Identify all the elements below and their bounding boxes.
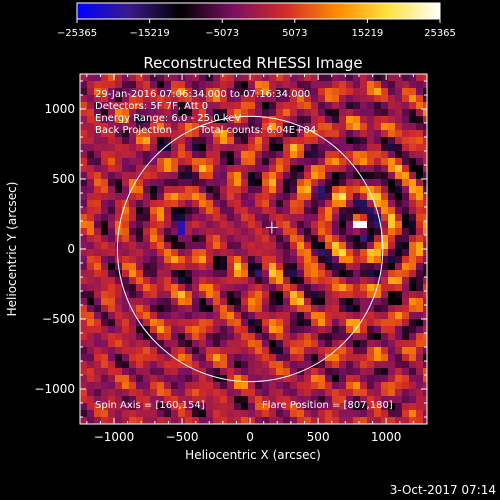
colorbar-tick-label: −15219 — [129, 28, 169, 39]
x-tick-label: 500 — [307, 430, 330, 444]
annotation-flare-position: Flare Position = [807,180] — [262, 400, 393, 411]
x-tick-label: 0 — [246, 430, 254, 444]
colorbar-ticks: −25365 −15219 −5073 5073 15219 25365 — [57, 19, 456, 39]
x-tick-label: −1000 — [94, 430, 135, 444]
y-tick-label: 0 — [67, 242, 75, 256]
annotation-detectors: Detectors: 5F 7F, Att 0 — [95, 101, 208, 112]
annotation-method: Back Projection — [95, 125, 172, 136]
colorbar-tick-label: −25365 — [57, 28, 97, 39]
annotation-energy-range: Energy Range: 6.0 - 25.0 keV — [95, 113, 241, 124]
annotation-time-range: 29-Jan-2016 07:06:34.000 to 07:16:34.000 — [95, 89, 310, 100]
x-axis-label: Heliocentric X (arcsec) — [185, 448, 321, 462]
colorbar-tick-label: −5073 — [205, 28, 239, 39]
colorbar-tick-label: 15219 — [351, 28, 383, 39]
y-tick-label: 500 — [52, 172, 75, 186]
y-axis-label: Heliocentric Y (arcsec) — [5, 182, 19, 317]
solar-limb — [116, 115, 384, 383]
y-tick-label: −500 — [42, 312, 75, 326]
y-axis: −1000 −500 0 500 1000 — [34, 80, 427, 418]
y-tick-label: 1000 — [44, 102, 75, 116]
date-stamp: 3-Oct-2017 07:14 — [390, 483, 496, 497]
x-tick-label: −500 — [166, 430, 199, 444]
annotation-spin-axis: Spin Axis = [160,154] — [95, 400, 205, 411]
x-tick-label: 1000 — [371, 430, 402, 444]
chart-title: Reconstructed RHESSI Image — [143, 54, 362, 72]
colorbar-tick-label: 5073 — [282, 28, 307, 39]
colorbar-tick-label: 25365 — [424, 28, 456, 39]
y-tick-label: −1000 — [34, 382, 75, 396]
colorbar — [76, 2, 441, 20]
spin-axis-crosshair — [265, 221, 278, 234]
image-pixels — [80, 74, 427, 424]
plot-area — [80, 74, 427, 424]
annotation-total-counts: Total counts: 6.04E+04 — [199, 125, 316, 136]
x-axis: −1000 −500 0 500 1000 — [86, 74, 414, 444]
